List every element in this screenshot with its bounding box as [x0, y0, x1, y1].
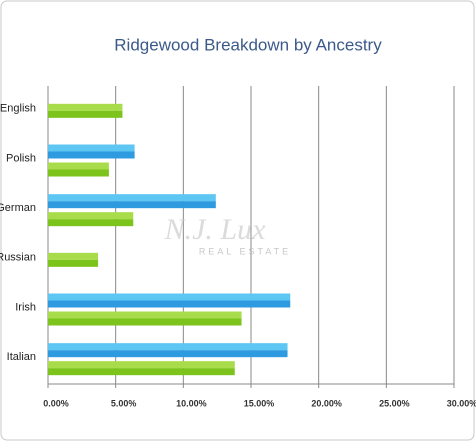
- bar: [48, 311, 242, 326]
- bar-bottom: [48, 219, 134, 227]
- bar-top: [48, 212, 134, 220]
- bar-top: [48, 311, 242, 319]
- bar: [48, 212, 134, 227]
- bar-bottom: [48, 368, 235, 376]
- y-tick-label: Italian: [7, 351, 36, 363]
- y-tick-label: Russian: [0, 252, 36, 264]
- bar: [48, 162, 109, 177]
- bar-top: [48, 162, 109, 170]
- bar: [48, 103, 123, 118]
- y-tick-label: Irish: [15, 301, 36, 313]
- x-tick-label: 25.00%: [379, 398, 410, 408]
- bar-top: [48, 194, 216, 202]
- bar-bottom: [48, 169, 109, 177]
- bar-top: [48, 252, 99, 260]
- bar-bottom: [48, 318, 242, 326]
- chart-title: Ridgewood Breakdown by Ancestry: [114, 35, 382, 54]
- x-tick-label: 15.00%: [244, 398, 275, 408]
- x-tick-label: 30.00%: [447, 398, 476, 408]
- bar: [48, 361, 235, 376]
- bar-top: [48, 293, 291, 301]
- bar-top: [48, 144, 135, 152]
- bar: [48, 343, 288, 358]
- bar-bottom: [48, 151, 135, 159]
- bar: [48, 293, 291, 308]
- x-tick-label: 20.00%: [311, 398, 342, 408]
- x-tick-label: 10.00%: [176, 398, 207, 408]
- bar-top: [48, 343, 288, 351]
- y-tick-label: German: [0, 202, 36, 214]
- watermark: N.J. Lux: [164, 213, 267, 246]
- bar-bottom: [48, 201, 216, 209]
- bar-top: [48, 103, 123, 111]
- y-tick-label: Polish: [6, 152, 36, 164]
- bar-bottom: [48, 350, 288, 358]
- x-tick-label: 5.00%: [111, 398, 137, 408]
- bar-bottom: [48, 259, 99, 267]
- bar-bottom: [48, 110, 123, 118]
- watermark-sub: REAL ESTATE: [199, 246, 291, 256]
- x-tick-label: 0.00%: [43, 398, 69, 408]
- bar-top: [48, 361, 235, 369]
- bar: [48, 194, 216, 209]
- bar: [48, 144, 135, 159]
- y-tick-label: English: [0, 103, 36, 115]
- bar-bottom: [48, 300, 291, 308]
- bar: [48, 252, 99, 267]
